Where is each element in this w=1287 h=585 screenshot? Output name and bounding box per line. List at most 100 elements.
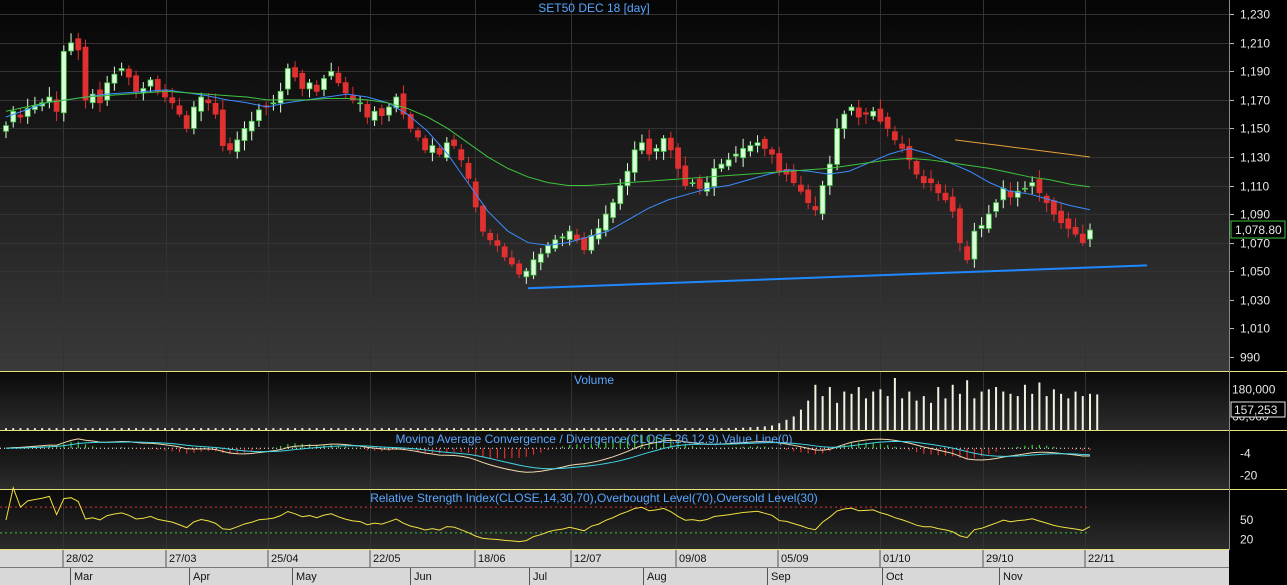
candle-body	[928, 178, 934, 184]
macd-signal-line	[5, 440, 1091, 470]
month-tick-mark	[189, 568, 190, 585]
candle-body	[732, 153, 739, 157]
candle-body	[10, 110, 17, 123]
date-tick-label: 22/05	[373, 553, 401, 565]
candle-body	[451, 139, 457, 146]
candle-body	[292, 67, 298, 78]
candle-body	[834, 128, 840, 165]
month-tick-mark	[410, 568, 411, 585]
price-tick-label: 1,190	[1240, 65, 1270, 79]
candle-body	[248, 120, 255, 132]
price-tick-label: 1,050	[1240, 265, 1270, 279]
volume-tick-label: 180,000	[1232, 382, 1276, 396]
date-tick-label: 09/08	[679, 553, 707, 565]
candle-body	[118, 68, 125, 71]
candle-body	[75, 38, 82, 51]
candle-body	[920, 176, 927, 184]
candle-body	[545, 245, 551, 254]
candle-body	[906, 146, 913, 161]
candle-body	[993, 202, 999, 212]
candle-body	[602, 213, 609, 231]
volume-series	[5, 378, 1099, 430]
grid	[0, 0, 1229, 550]
month-tick-mark	[643, 568, 644, 585]
date-tick-mark	[570, 550, 572, 568]
date-tick-mark	[879, 550, 881, 568]
candle-body	[870, 110, 877, 117]
date-tick-label: 05/09	[781, 553, 809, 565]
candle-body	[277, 90, 284, 104]
candle-body	[805, 189, 812, 204]
candle-body	[17, 114, 24, 118]
price-tick-label: 1,150	[1240, 122, 1270, 136]
candle-body	[465, 162, 472, 179]
svg-text:157,253: 157,253	[1234, 403, 1278, 417]
candle-body	[227, 143, 233, 151]
month-label: Apr	[193, 571, 210, 583]
candle-body	[1000, 187, 1007, 201]
candle-body	[826, 163, 833, 186]
candle-body	[848, 106, 855, 111]
month-label: May	[296, 571, 317, 583]
date-tick-label: 12/07	[574, 553, 602, 565]
candle-body	[689, 182, 696, 185]
candle-body	[183, 115, 190, 129]
volume-title: Volume	[574, 373, 614, 387]
candle-body	[704, 182, 710, 192]
candle-body	[537, 253, 544, 263]
month-tick-mark	[70, 568, 71, 585]
candle-body	[855, 107, 862, 118]
date-tick-mark	[982, 550, 984, 568]
candle-body	[617, 185, 624, 205]
candle-body	[588, 235, 595, 251]
date-tick-label: 22/11	[1088, 553, 1115, 565]
candle-body	[682, 165, 689, 186]
candle-body	[154, 79, 161, 92]
date-tick-label: 18/06	[478, 553, 506, 565]
candle-body	[241, 128, 248, 141]
candle-body	[212, 103, 219, 115]
candle-body	[306, 82, 313, 90]
candle-body	[660, 138, 667, 152]
candle-body	[646, 138, 653, 155]
candle-body	[436, 147, 443, 155]
candle-body	[429, 145, 436, 154]
candle-body	[487, 232, 494, 241]
price-tick-label: 1,230	[1240, 8, 1270, 22]
month-label: Jul	[533, 571, 547, 583]
candle-body	[508, 257, 515, 265]
date-tick-mark	[165, 550, 167, 568]
price-tick-label: 1,090	[1240, 208, 1270, 222]
price-series	[3, 32, 1148, 290]
candle-body	[219, 109, 226, 146]
candle-body	[1014, 190, 1021, 198]
candle-body	[581, 237, 588, 251]
candle-body	[696, 178, 703, 189]
candle-body	[205, 99, 212, 104]
candle-body	[769, 149, 775, 155]
candle-body	[299, 72, 306, 89]
month-label: Nov	[1003, 571, 1023, 583]
candle-body	[863, 112, 869, 115]
macd-tick-label: -4	[1240, 447, 1251, 461]
candle-body	[357, 102, 364, 105]
candle-body	[335, 72, 342, 84]
candle-body	[841, 113, 848, 130]
candle-body	[1022, 187, 1028, 190]
price-tick-label: 1,010	[1240, 322, 1270, 336]
price-panel	[0, 0, 1229, 371]
date-tick-mark	[777, 550, 779, 568]
date-tick-mark	[1084, 550, 1086, 568]
candle-body	[68, 42, 74, 52]
last-price-badge: 1,078.80	[1230, 220, 1286, 239]
candle-body	[516, 263, 522, 275]
candle-body	[3, 125, 9, 132]
candle-body	[328, 70, 335, 77]
moving-average-line-2	[5, 90, 1091, 188]
macd-series	[0, 434, 1091, 473]
rsi-title: Relative Strength Index(CLOSE,14,30,70),…	[370, 491, 818, 505]
candle-body	[949, 196, 956, 212]
candle-body	[624, 170, 631, 187]
